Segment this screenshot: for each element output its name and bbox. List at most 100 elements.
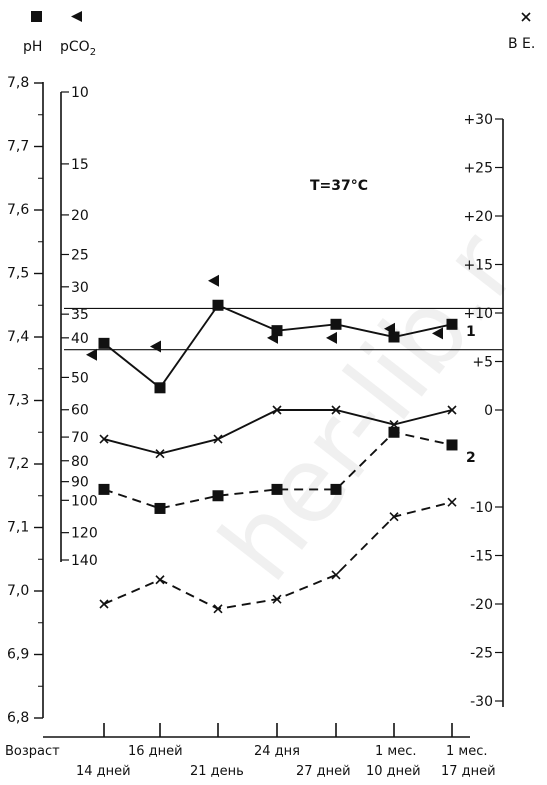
temperature-annotation: T=37°C bbox=[310, 178, 368, 194]
pco2-point bbox=[150, 340, 161, 353]
be-point bbox=[213, 604, 223, 614]
ph-point bbox=[271, 325, 283, 337]
ph-tick-label: 7,5 bbox=[7, 266, 29, 282]
pco2-tick-label: 15 bbox=[71, 157, 89, 173]
be-tick-label: +25 bbox=[463, 161, 493, 177]
ph-tick-label: 7,1 bbox=[7, 520, 29, 536]
pco2-tick-label: 140 bbox=[71, 553, 98, 569]
pco2-tick-label: 100 bbox=[71, 493, 98, 509]
x-tick-labels: 16 дней 24 дня 1 мес. 1 мес. 14 дней 21 день 2… bbox=[76, 744, 496, 779]
x-ticks bbox=[103, 723, 453, 737]
pco2-point bbox=[86, 348, 97, 361]
ph-point bbox=[212, 299, 224, 311]
x-tick-label: 14 дней bbox=[76, 764, 131, 779]
pco2-point bbox=[326, 331, 337, 344]
be-point bbox=[389, 512, 399, 522]
x-tick-label: 27 дней bbox=[296, 764, 351, 779]
ph-tick-label: 7,2 bbox=[7, 456, 29, 472]
be-point bbox=[99, 599, 109, 609]
be-point-stroke bbox=[331, 405, 341, 415]
ph-tick-label: 7,4 bbox=[7, 329, 29, 345]
x-axis-label: Возраст bbox=[5, 744, 60, 759]
pco2-point bbox=[384, 322, 395, 335]
ph-point bbox=[154, 502, 166, 514]
ph-tick-label: 7,3 bbox=[7, 393, 29, 409]
be-point-stroke bbox=[447, 497, 457, 507]
be-tick-label: 0 bbox=[484, 403, 493, 419]
group-1-label: 1 bbox=[466, 324, 476, 340]
pco2-tick-label: 70 bbox=[71, 430, 89, 446]
ph-tick-label: 6,8 bbox=[7, 710, 29, 726]
ph-point bbox=[154, 382, 166, 394]
be-point bbox=[331, 405, 341, 415]
ph-point bbox=[446, 439, 458, 451]
pco2-point bbox=[432, 327, 443, 340]
pco2-axis-title: pCO2 bbox=[60, 39, 96, 58]
be-point bbox=[213, 434, 223, 444]
x-tick-label: 21 день bbox=[190, 764, 244, 779]
pco2-point bbox=[208, 274, 219, 287]
pco2-tick-label: 60 bbox=[71, 403, 89, 419]
ph-ticks: 7,8 7,7 7,6 7,5 7,4 7,3 7,2 7,1 7,0 6,9 6,8 bbox=[7, 75, 43, 726]
pco2-ticks: 10 15 20 25 30 35 40 50 60 70 80 90 100 120 140 bbox=[61, 85, 98, 569]
ph-point bbox=[330, 483, 342, 495]
ph-point bbox=[388, 426, 400, 438]
ph-tick-label: 7,7 bbox=[7, 139, 29, 155]
ph-point bbox=[212, 490, 224, 502]
be-point bbox=[155, 449, 165, 459]
ph-point bbox=[446, 318, 458, 330]
ph-point bbox=[388, 331, 400, 343]
be-tick-label: -15 bbox=[470, 549, 493, 565]
be-point-stroke bbox=[447, 405, 457, 415]
pco2-tick-label: 35 bbox=[71, 307, 89, 323]
be-tick-label: +20 bbox=[463, 209, 493, 225]
be-ticks: +30 +25 +20 +15 +10 +5 0 -10 -15 -20 -25 -30 bbox=[463, 112, 503, 710]
be-point-stroke bbox=[272, 594, 282, 604]
be-point bbox=[331, 570, 341, 580]
pco2-tick-label: 120 bbox=[71, 526, 98, 542]
ph-point bbox=[271, 483, 283, 495]
be-point-stroke bbox=[155, 575, 165, 585]
x-tick-label: 17 дней bbox=[441, 764, 496, 779]
reference-lines bbox=[64, 307, 503, 351]
ph-tick-label: 7,0 bbox=[7, 583, 29, 599]
be-point bbox=[447, 405, 457, 415]
be-point bbox=[155, 575, 165, 585]
filled-square-icon bbox=[31, 11, 42, 22]
x-tick-label: 16 дней bbox=[128, 744, 183, 759]
be-tick-label: -25 bbox=[470, 646, 493, 662]
pco2-tick-label: 25 bbox=[71, 247, 89, 263]
ph-tick-label: 6,9 bbox=[7, 647, 29, 663]
be-point-stroke bbox=[389, 512, 399, 522]
be-point bbox=[272, 405, 282, 415]
be-point bbox=[99, 434, 109, 444]
x-tick-label: 10 дней bbox=[366, 764, 421, 779]
x-tick-label: 1 мес. bbox=[446, 744, 488, 759]
pco2-point bbox=[267, 331, 278, 344]
be-axis-title: B E. bbox=[508, 36, 535, 52]
series-layer bbox=[86, 274, 458, 614]
pco2-tick-label: 20 bbox=[71, 208, 89, 224]
be-tick-label: -30 bbox=[470, 694, 493, 710]
be-point-stroke bbox=[213, 434, 223, 444]
be-point-stroke bbox=[331, 570, 341, 580]
x-tick-label: 1 мес. bbox=[375, 744, 417, 759]
be-tick-label: +30 bbox=[463, 112, 493, 128]
pco2-tick-label: 30 bbox=[71, 280, 89, 296]
group-2-label: 2 bbox=[466, 450, 476, 466]
be-point-stroke bbox=[272, 405, 282, 415]
pco2-tick-label: 80 bbox=[71, 454, 89, 470]
ph-tick-label: 7,8 bbox=[7, 75, 29, 91]
x-tick-label: 24 дня bbox=[254, 744, 300, 759]
be-point-stroke bbox=[99, 434, 109, 444]
pco2-tick-label: 40 bbox=[71, 331, 89, 347]
be-tick-label: +15 bbox=[463, 258, 493, 274]
ph-axis-title: pH bbox=[23, 39, 42, 55]
cross-icon bbox=[521, 12, 531, 22]
ph-point bbox=[98, 483, 110, 495]
pco2-tick-label: 90 bbox=[71, 475, 89, 491]
be-tick-label: +10 bbox=[463, 306, 493, 322]
ph-point bbox=[330, 318, 342, 330]
